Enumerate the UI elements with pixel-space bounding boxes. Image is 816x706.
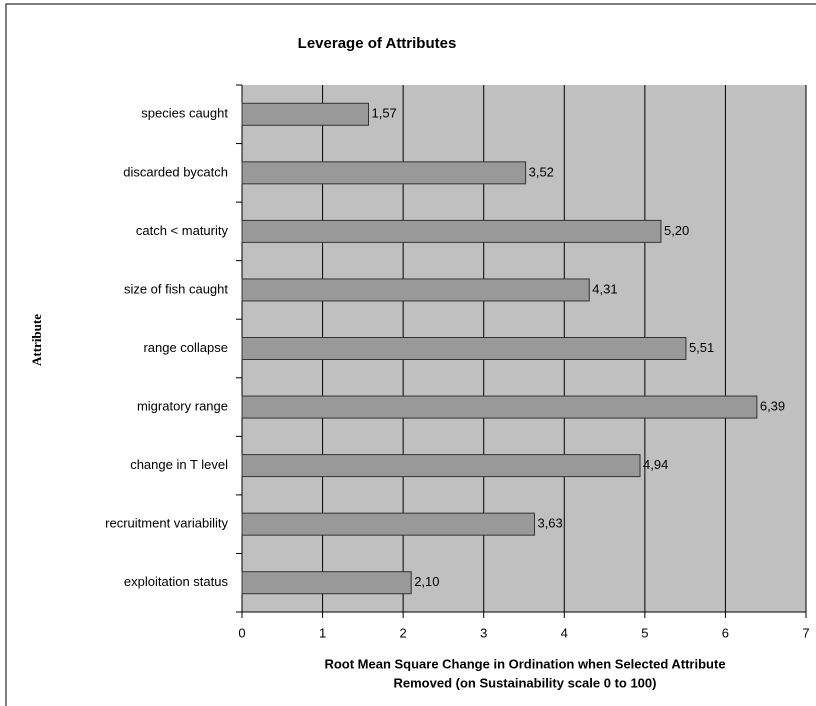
bar [241, 337, 687, 360]
x-axis-title: Root Mean Square Change in Ordination wh… [324, 656, 725, 671]
y-tick-label: exploitation status [124, 574, 229, 589]
x-tick-label: 2 [400, 625, 407, 640]
data-label: 4,94 [643, 457, 668, 472]
y-tick-label: change in T level [130, 457, 228, 472]
y-tick-label: discarded bycatch [123, 164, 228, 179]
data-label: 2,10 [414, 574, 439, 589]
y-tick-label: recruitment variability [105, 516, 228, 531]
bar [241, 102, 369, 126]
bar [241, 219, 662, 243]
data-label: 3,52 [529, 164, 554, 179]
x-tick-label: 4 [561, 625, 568, 640]
y-tick-label: range collapse [143, 340, 228, 355]
chart-title: Leverage of Attributes [298, 35, 457, 52]
data-label: 5,51 [689, 340, 714, 355]
bar [241, 571, 412, 595]
y-tick-label: species caught [141, 106, 228, 121]
data-label: 1,57 [371, 106, 396, 121]
data-label: 4,31 [592, 281, 617, 296]
x-tick-label: 6 [722, 625, 729, 640]
bar [241, 454, 641, 478]
x-tick-label: 1 [319, 625, 326, 640]
x-tick-label: 5 [641, 625, 648, 640]
data-label: 6,39 [760, 398, 785, 413]
x-tick-label: 3 [480, 625, 487, 640]
y-tick-label: migratory range [137, 398, 228, 413]
x-tick-label: 0 [238, 625, 245, 640]
bar [241, 161, 527, 185]
bar [241, 278, 590, 302]
y-tick-label: catch < maturity [136, 223, 229, 238]
y-tick-label: size of fish caught [124, 281, 228, 296]
y-axis-title: Attribute [29, 314, 44, 366]
bar [241, 512, 535, 536]
x-axis-title: Removed (on Sustainability scale 0 to 10… [394, 675, 657, 690]
data-label: 3,63 [537, 516, 562, 531]
data-label: 5,20 [664, 223, 689, 238]
x-tick-label: 7 [802, 625, 809, 640]
bar [241, 395, 758, 419]
